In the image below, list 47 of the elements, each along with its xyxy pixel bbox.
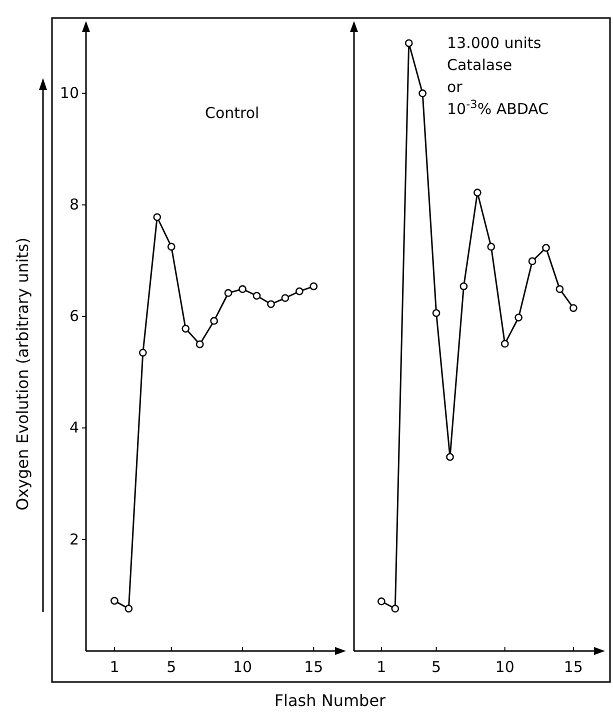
y-tick-label: 2 (69, 530, 79, 548)
x-tick-label: 1 (376, 658, 386, 676)
point (182, 324, 190, 333)
x-axis-title: Flash Number (274, 691, 386, 710)
point (569, 304, 578, 312)
x-tick-label: 10 (495, 658, 514, 676)
annotation: Control (205, 104, 260, 122)
annotation: 13.000 units Catalase or 10$^{-3}$% ABDAC (447, 34, 549, 118)
point (377, 597, 386, 606)
point (252, 292, 261, 300)
point (542, 244, 550, 252)
point (500, 340, 509, 348)
y-tick-label: 6 (69, 307, 79, 326)
point (460, 282, 468, 290)
y-axis-title: Oxygen Evolution (arbitrary units) (13, 237, 32, 511)
point (487, 242, 496, 251)
point (295, 287, 304, 296)
point (528, 257, 536, 266)
point (310, 282, 318, 290)
point (514, 314, 523, 322)
point (210, 316, 218, 325)
point (124, 604, 133, 613)
y-tick-label: 10 (60, 84, 79, 102)
x-tick-label: 1 (110, 658, 120, 676)
x-tick-label: 15 (304, 658, 324, 676)
point (196, 340, 204, 348)
y-tick-label: 4 (69, 418, 79, 437)
point (281, 294, 290, 302)
point (267, 300, 275, 308)
x-tick-label: 5 (166, 658, 176, 676)
x-tick-label: 10 (232, 658, 252, 676)
point (446, 453, 454, 461)
y-tick-label: 8 (69, 196, 79, 214)
point (238, 285, 246, 294)
point (167, 242, 176, 251)
point (110, 596, 118, 605)
point (153, 213, 162, 222)
x-tick-label: 15 (564, 658, 583, 676)
point (418, 89, 427, 98)
point (391, 604, 400, 613)
x-tick-label: 5 (432, 658, 442, 676)
point (404, 39, 413, 48)
point (432, 309, 440, 317)
point (473, 188, 482, 197)
point (224, 289, 232, 297)
point (138, 348, 147, 357)
point (556, 285, 564, 294)
